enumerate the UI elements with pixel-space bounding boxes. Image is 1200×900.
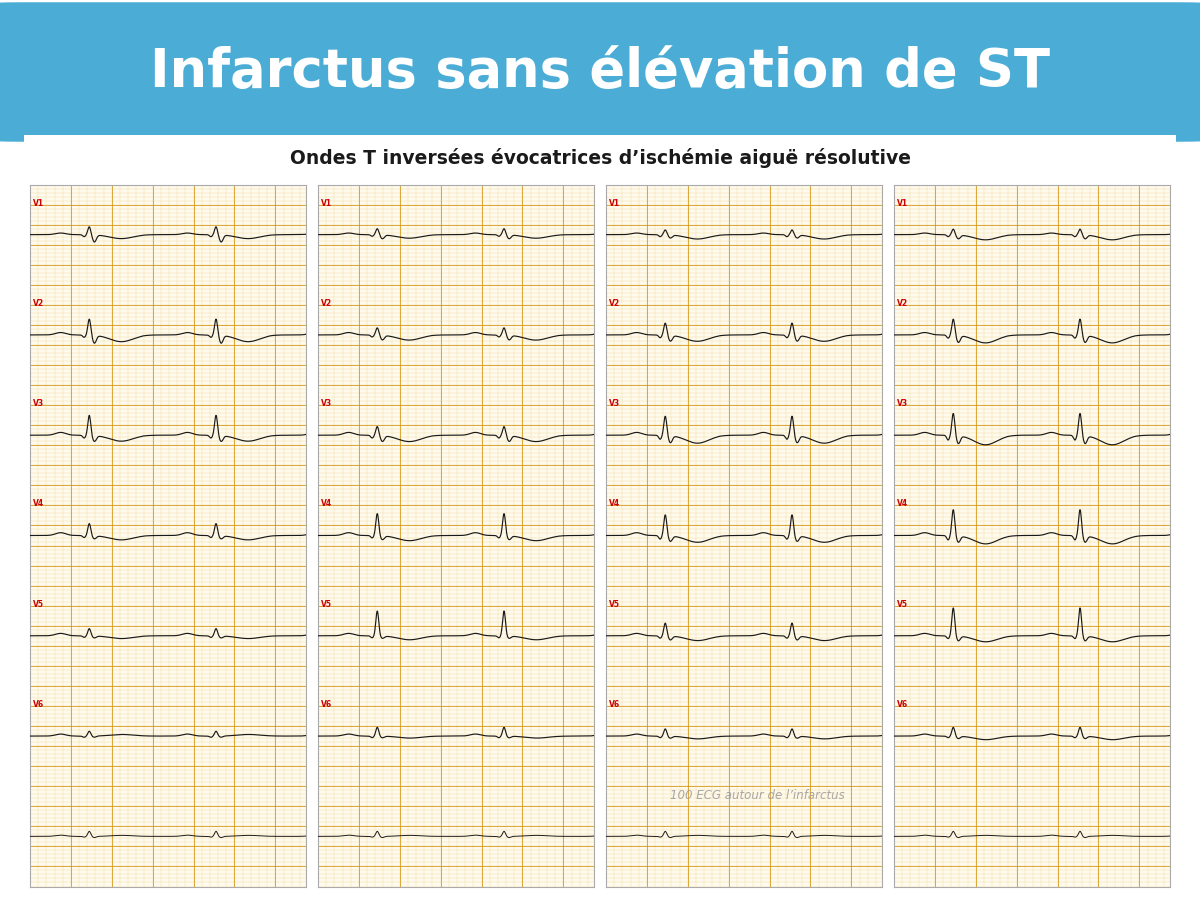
Text: V2: V2 (610, 299, 620, 308)
Text: V3: V3 (898, 399, 908, 408)
Text: V5: V5 (898, 599, 908, 608)
Text: V5: V5 (322, 599, 332, 608)
Text: V1: V1 (34, 199, 44, 208)
Text: V6: V6 (898, 700, 908, 709)
Text: V5: V5 (610, 599, 620, 608)
Text: Ondes T inversées évocatrices d’ischémie aiguë résolutive: Ondes T inversées évocatrices d’ischémie… (289, 148, 911, 167)
Text: 100 ECG autour de l’infarctus: 100 ECG autour de l’infarctus (671, 788, 845, 802)
Text: V6: V6 (34, 700, 44, 709)
FancyBboxPatch shape (0, 3, 1200, 141)
Text: V4: V4 (34, 500, 44, 508)
Text: V3: V3 (322, 399, 332, 408)
Text: V6: V6 (322, 700, 332, 709)
Text: V4: V4 (322, 500, 332, 508)
Text: V3: V3 (610, 399, 620, 408)
Text: V5: V5 (34, 599, 44, 608)
Text: V1: V1 (610, 199, 620, 208)
Text: V3: V3 (34, 399, 44, 408)
Text: V6: V6 (610, 700, 620, 709)
Text: V1: V1 (322, 199, 332, 208)
Text: V4: V4 (898, 500, 908, 508)
Text: V1: V1 (898, 199, 908, 208)
Text: V2: V2 (34, 299, 44, 308)
Text: V4: V4 (610, 500, 620, 508)
Text: Infarctus sans élévation de ST: Infarctus sans élévation de ST (150, 46, 1050, 98)
Text: V2: V2 (322, 299, 332, 308)
Text: V2: V2 (898, 299, 908, 308)
